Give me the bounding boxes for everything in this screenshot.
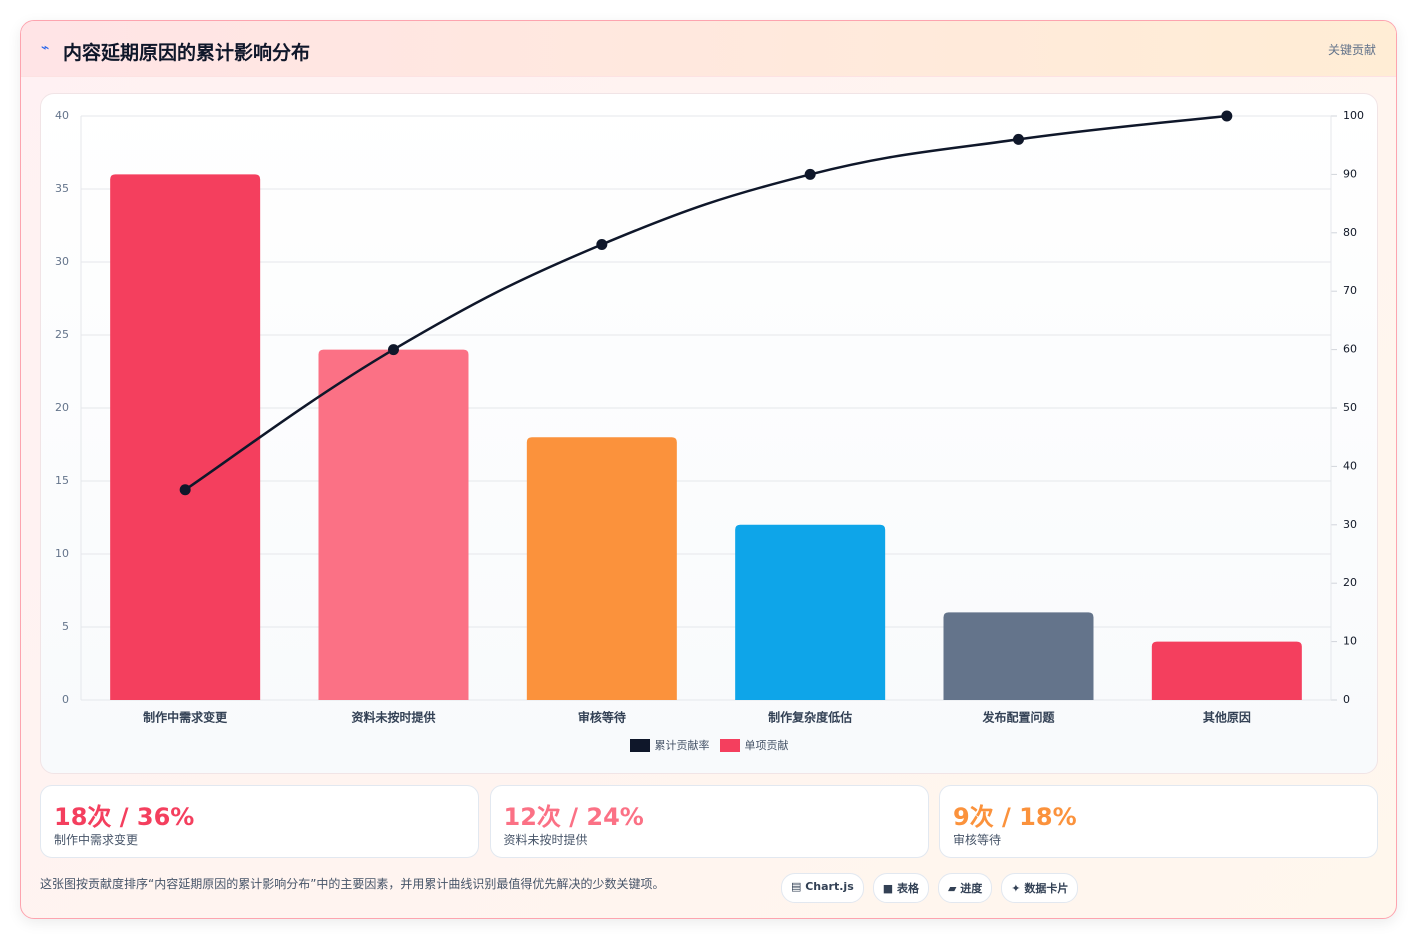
y-tick-label: 35 [55, 182, 69, 195]
y-tick-label: 40 [55, 109, 69, 122]
x-tick-label: 发布配置问题 [981, 710, 1055, 725]
x-tick-label: 审核等待 [578, 710, 626, 725]
kpi-value: 12次 / 24% [503, 803, 644, 831]
y2-tick-label: 40 [1343, 459, 1357, 472]
kpi-label: 审核等待 [953, 833, 1002, 847]
chip-label: 数据卡片 [1024, 882, 1069, 895]
title: 内容延期原因的累计影响分布 [63, 42, 311, 64]
kpi-card: 12次 / 24% 资料未按时提供 [489, 785, 929, 858]
y2-tick-label: 10 [1343, 635, 1357, 648]
y2-tick-label: 80 [1343, 226, 1357, 239]
y-tick-label: 20 [55, 401, 69, 414]
chip-icon: ✦ [1011, 882, 1025, 895]
chart-panel: 0 5 10 15 20 25 30 35 40 0 10 20 30 40 50 60 70 80 90 100 制作… [40, 93, 1378, 774]
chip-icon: ▰ [947, 882, 961, 895]
chart: 0 5 10 15 20 25 30 35 40 0 10 20 30 40 50 60 70 80 90 100 制作… [55, 109, 1364, 725]
chip[interactable]: ✦ 数据卡片 [1001, 873, 1079, 903]
chip-label: 进度 [960, 882, 983, 895]
point [804, 168, 816, 180]
bar [1151, 641, 1302, 700]
x-tick-label: 制作复杂度低估 [768, 710, 852, 725]
x-tick-label: 其他原因 [1203, 710, 1251, 725]
footer-text: 这张图按贡献度排序“内容延期原因的累计影响分布”中的主要因素，并用累计曲线识别最… [40, 877, 665, 891]
y-tick-label: 15 [55, 474, 69, 487]
y-tick-label: 5 [62, 620, 69, 633]
chip-label: Chart.js [805, 880, 854, 893]
chip-label: 表格 [896, 882, 919, 895]
y2-tick-label: 30 [1343, 518, 1357, 531]
y2-tick-label: 0 [1343, 693, 1350, 706]
y-tick-label: 30 [55, 255, 69, 268]
point [1221, 110, 1233, 122]
dashboard-card: ⌁ 内容延期原因的累计影响分布 关键贡献 0 5 10 15 20 25 30 35 40 0 10… [20, 20, 1397, 919]
x-tick-label: 资料未按时提供 [351, 710, 435, 725]
icon: ⌁ [41, 40, 50, 56]
legend: 累计贡献率 单项贡献 [41, 737, 1377, 753]
bar [943, 612, 1094, 700]
chip[interactable]: ▰ 进度 [937, 873, 993, 903]
y-tick-label: 0 [62, 693, 69, 706]
point [1013, 133, 1024, 145]
kpi-value: 9次 / 18% [953, 803, 1077, 831]
legend-item: 单项贡献 [719, 737, 789, 753]
kpi-label: 资料未按时提供 [503, 833, 588, 847]
point [388, 344, 399, 356]
legend-swatch [629, 738, 650, 752]
x-tick-label: 制作中需求变更 [143, 710, 228, 725]
y-tick-label: 10 [55, 547, 69, 560]
chip[interactable]: ▤ Chart.js [781, 873, 864, 903]
y-tick-label: 25 [55, 328, 69, 341]
y2-tick-label: 20 [1343, 576, 1357, 589]
chips: ▤ Chart.js ■ 表格 ▰ 进度 ✦ 数据卡片 [781, 873, 1079, 903]
legend-label: 单项贡献 [744, 739, 789, 752]
chip-icon: ▤ [791, 880, 806, 893]
line [184, 114, 1227, 491]
y2-tick-label: 60 [1343, 343, 1357, 356]
legend-swatch [719, 738, 740, 752]
kpi-card: 18次 / 36% 制作中需求变更 [40, 785, 479, 858]
header: ⌁ 内容延期原因的累计影响分布 关键贡献 [21, 21, 1396, 77]
bar [318, 349, 469, 700]
legend-label: 累计贡献率 [654, 739, 710, 752]
y2-tick-label: 50 [1343, 401, 1357, 414]
y2-tick-label: 100 [1343, 109, 1364, 122]
point [179, 484, 191, 496]
bar [526, 437, 677, 700]
kpi-card: 9次 / 18% 审核等待 [939, 785, 1378, 858]
tag: 关键贡献 [1327, 43, 1376, 57]
y2-tick-label: 70 [1343, 284, 1357, 297]
kpi-value: 18次 / 36% [54, 803, 195, 831]
point [596, 238, 608, 250]
chip-icon: ■ [882, 882, 897, 895]
legend-item: 累计贡献率 [629, 737, 710, 753]
bar [110, 174, 261, 700]
bar [735, 524, 886, 700]
y2-tick-label: 90 [1343, 167, 1357, 180]
chip[interactable]: ■ 表格 [872, 873, 929, 903]
kpi-label: 制作中需求变更 [54, 833, 139, 847]
